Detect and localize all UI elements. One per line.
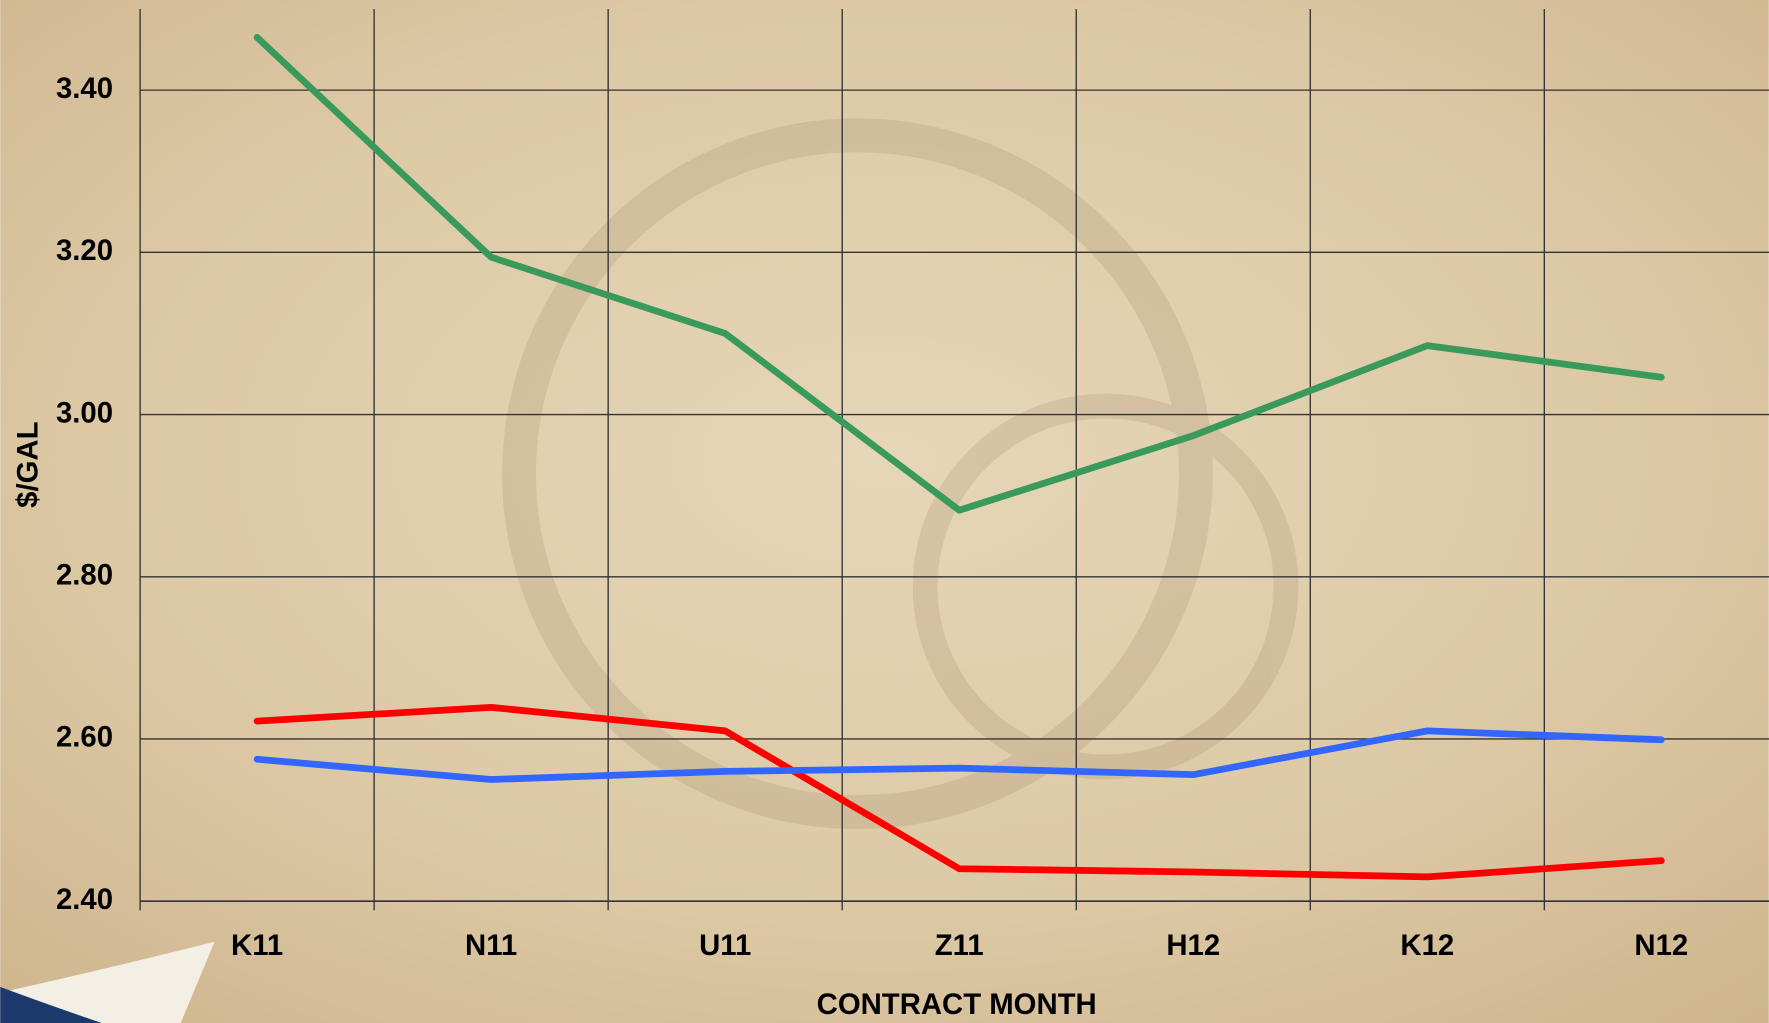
y-tick-label: 2.60: [56, 721, 113, 754]
x-tick-label: Z11: [935, 929, 984, 962]
x-tick-label: N11: [465, 929, 517, 962]
chart: CONTRACT MONTH $/GAL 2.40 2.60 2.80 3.00 3.2…: [0, 0, 1769, 1023]
y-axis-title: $/GAL: [11, 422, 44, 508]
x-tick-label: H12: [1166, 929, 1220, 962]
x-tick-label: K11: [231, 929, 283, 962]
x-tick-label: K12: [1400, 929, 1454, 962]
page: {"chart_data": {"type": "line", "x_label…: [0, 0, 1769, 1023]
y-tick-label: 3.40: [56, 72, 113, 105]
y-tick-label: 2.40: [56, 883, 113, 916]
y-tick-label: 2.80: [56, 559, 113, 592]
y-tick-label: 3.00: [56, 396, 113, 429]
x-tick-label: N12: [1634, 929, 1688, 962]
x-tick-label: U11: [699, 929, 751, 962]
x-axis-title: CONTRACT MONTH: [817, 988, 1097, 1021]
y-tick-label: 3.20: [56, 234, 113, 267]
